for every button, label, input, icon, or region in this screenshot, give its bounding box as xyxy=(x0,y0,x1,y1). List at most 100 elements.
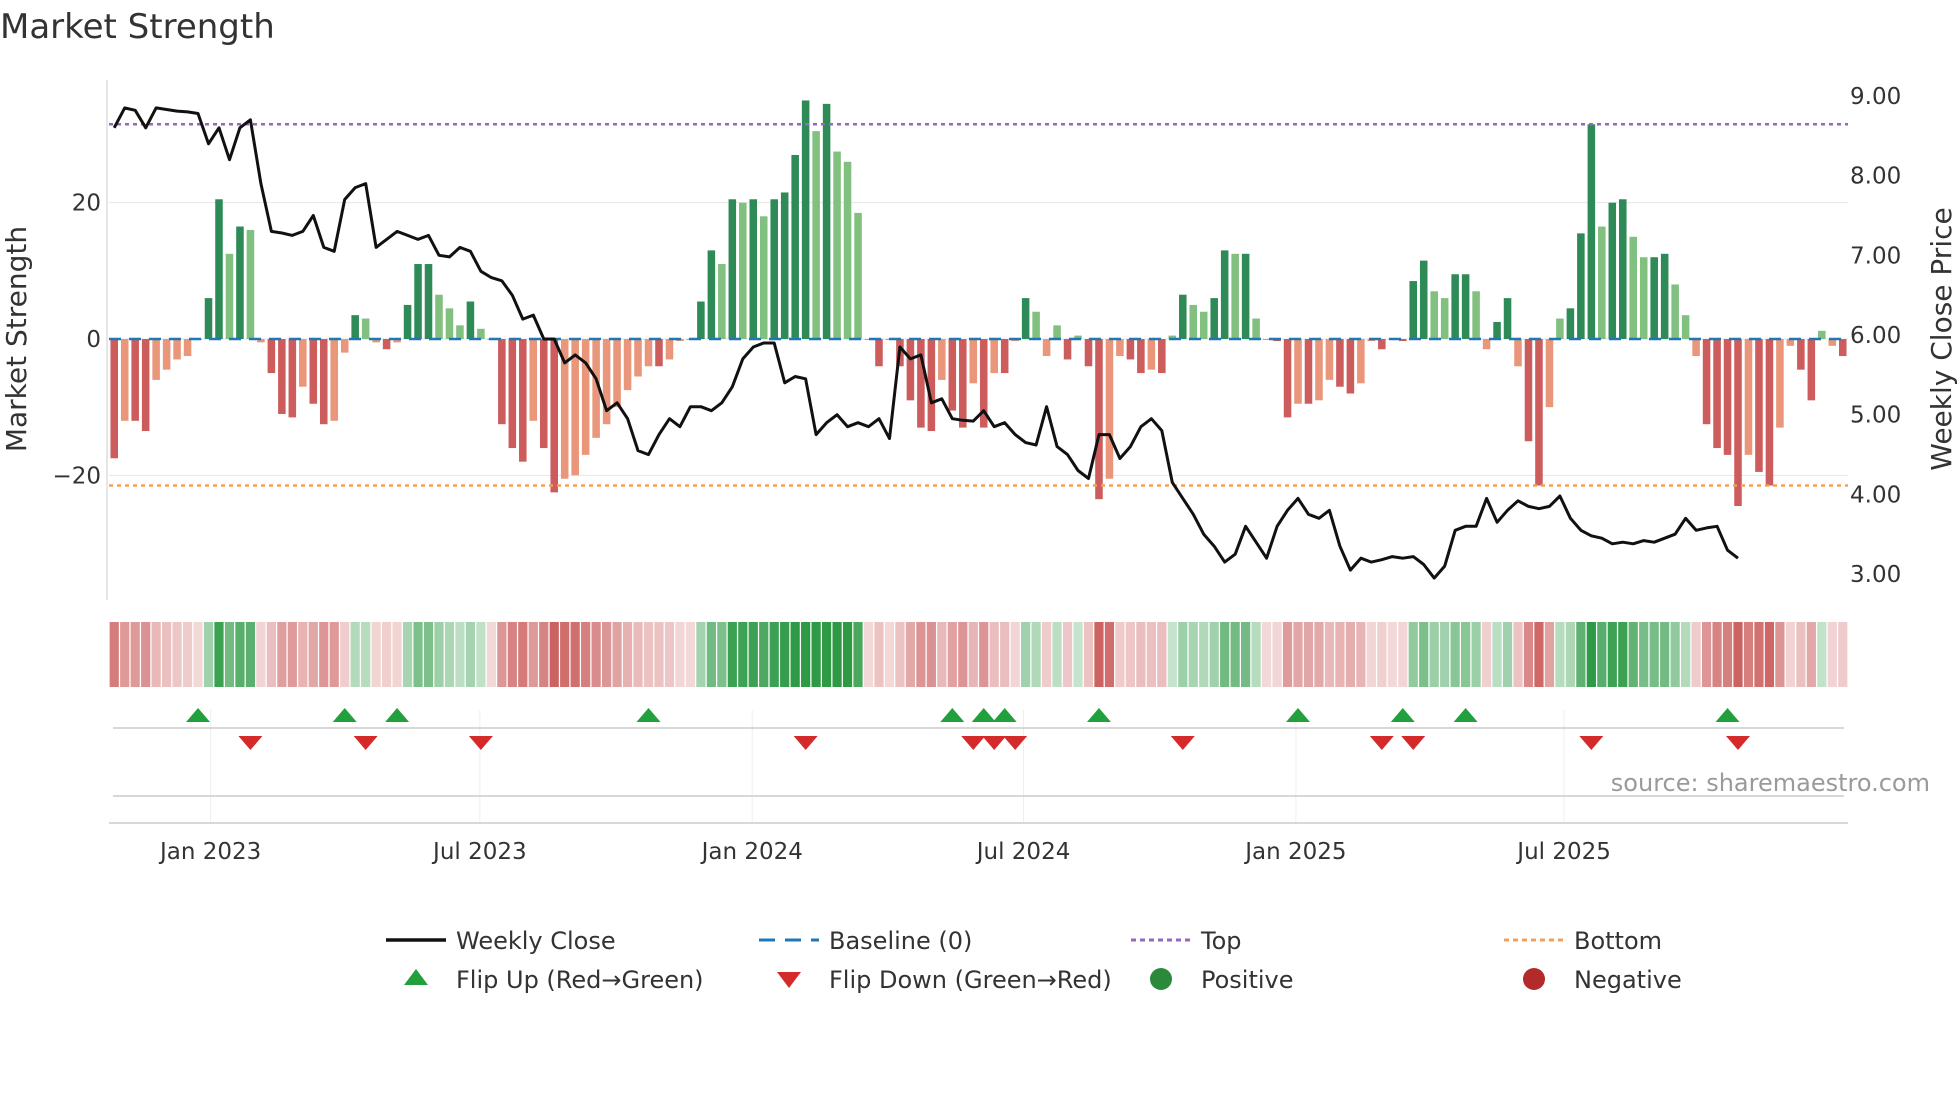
strength-bar xyxy=(571,339,579,476)
strength-bar xyxy=(927,339,936,432)
heat-cell xyxy=(1471,622,1481,687)
strength-bar xyxy=(1440,298,1449,339)
flip-up-marker xyxy=(971,708,996,722)
heat-cell xyxy=(1544,622,1555,687)
heat-cell xyxy=(423,622,434,687)
heat-cell xyxy=(235,622,245,687)
heat-cell xyxy=(1062,622,1073,687)
heat-cell xyxy=(497,622,507,687)
heat-cell xyxy=(1220,622,1230,687)
left-tick-label: 20 xyxy=(72,191,101,217)
strength-bar xyxy=(1419,260,1428,339)
x-tick-label: Jan 2024 xyxy=(700,839,803,865)
flip-down-marker xyxy=(961,736,986,750)
strength-bar xyxy=(613,339,621,408)
strength-bar xyxy=(152,339,160,380)
flip-down-marker xyxy=(1170,736,1195,750)
strength-bar xyxy=(1650,257,1658,339)
strength-bar xyxy=(1199,311,1208,339)
strength-bar xyxy=(822,103,831,340)
heat-cell xyxy=(570,622,580,687)
heat-cell xyxy=(1000,622,1010,687)
strength-bars xyxy=(110,100,1847,506)
strength-bar xyxy=(1639,257,1648,339)
heat-cell xyxy=(413,622,423,687)
heat-cell xyxy=(863,622,874,687)
heat-cell xyxy=(769,622,779,687)
strength-bar xyxy=(801,100,810,340)
strength-bar xyxy=(1231,253,1239,339)
strength-bar xyxy=(1692,339,1700,357)
strength-bar xyxy=(1713,339,1721,449)
heat-cell xyxy=(539,622,549,687)
heat-cell xyxy=(549,622,559,687)
strength-bar xyxy=(1524,339,1533,442)
heat-cell xyxy=(528,622,538,687)
strength-bar xyxy=(1577,233,1585,339)
heat-cell xyxy=(1586,622,1596,687)
strength-bar xyxy=(1252,318,1260,339)
heat-cell xyxy=(832,622,842,687)
heat-cell xyxy=(308,622,318,687)
heat-cell xyxy=(916,622,926,687)
heat-cell xyxy=(245,622,256,687)
strength-bar xyxy=(1786,339,1795,346)
strength-bar xyxy=(319,339,328,425)
heat-cell xyxy=(633,622,643,687)
right-tick-label: 6.00 xyxy=(1850,323,1901,349)
heat-cell xyxy=(1324,622,1335,687)
heat-cell xyxy=(1838,622,1848,687)
heat-cell xyxy=(444,622,455,687)
heat-cell xyxy=(1178,622,1188,687)
heat-cell xyxy=(1115,622,1125,687)
heat-cell xyxy=(266,622,276,687)
strength-bar xyxy=(173,339,181,360)
heat-cell xyxy=(1806,622,1816,687)
heat-cell xyxy=(1607,622,1617,687)
strength-bar xyxy=(215,199,223,339)
flip-up-marker xyxy=(992,708,1017,722)
strength-bar xyxy=(393,339,401,343)
right-axis-label: Weekly Close Price xyxy=(1925,207,1958,470)
flip-up-marker xyxy=(385,708,410,722)
flip-down-marker xyxy=(793,736,818,750)
heat-cell xyxy=(685,622,696,687)
heat-cell xyxy=(486,622,496,687)
strength-bar xyxy=(1346,339,1355,394)
heat-cell xyxy=(1188,622,1198,687)
strength-bar xyxy=(424,264,433,339)
heat-cell xyxy=(1681,622,1691,687)
heat-cell xyxy=(193,622,203,687)
strength-bar xyxy=(309,339,318,404)
heat-cell xyxy=(842,622,853,687)
heat-cell xyxy=(654,622,664,687)
heat-cell xyxy=(696,622,706,687)
weekly-close-line-group xyxy=(112,106,1739,580)
strength-bar xyxy=(1294,339,1302,404)
legend-label: Flip Up (Red→Green) xyxy=(456,966,704,994)
flip-up-marker xyxy=(636,708,661,722)
heat-cell xyxy=(1576,622,1586,687)
x-tick-label: Jan 2023 xyxy=(158,839,261,865)
strength-bar xyxy=(1797,339,1805,370)
legend-label: Baseline (0) xyxy=(829,927,972,955)
strength-bar xyxy=(1598,226,1606,339)
heat-cell xyxy=(1408,622,1418,687)
strength-bar xyxy=(1723,339,1732,455)
heat-cell xyxy=(1670,622,1680,687)
strength-bar xyxy=(1409,281,1418,339)
heat-cell xyxy=(1743,622,1754,687)
flip-up-marker xyxy=(332,708,357,722)
strength-bar xyxy=(278,339,286,414)
heat-cell xyxy=(1230,622,1240,687)
strength-bar xyxy=(1587,124,1596,339)
strength-bar xyxy=(602,339,611,425)
heat-cell xyxy=(1167,622,1177,687)
strength-bar xyxy=(1702,339,1711,425)
strength-bar xyxy=(1095,339,1103,500)
reference-lines xyxy=(109,123,1848,487)
heat-cell xyxy=(1052,622,1062,687)
heat-cell xyxy=(1722,622,1733,687)
heat-cell xyxy=(382,622,392,687)
